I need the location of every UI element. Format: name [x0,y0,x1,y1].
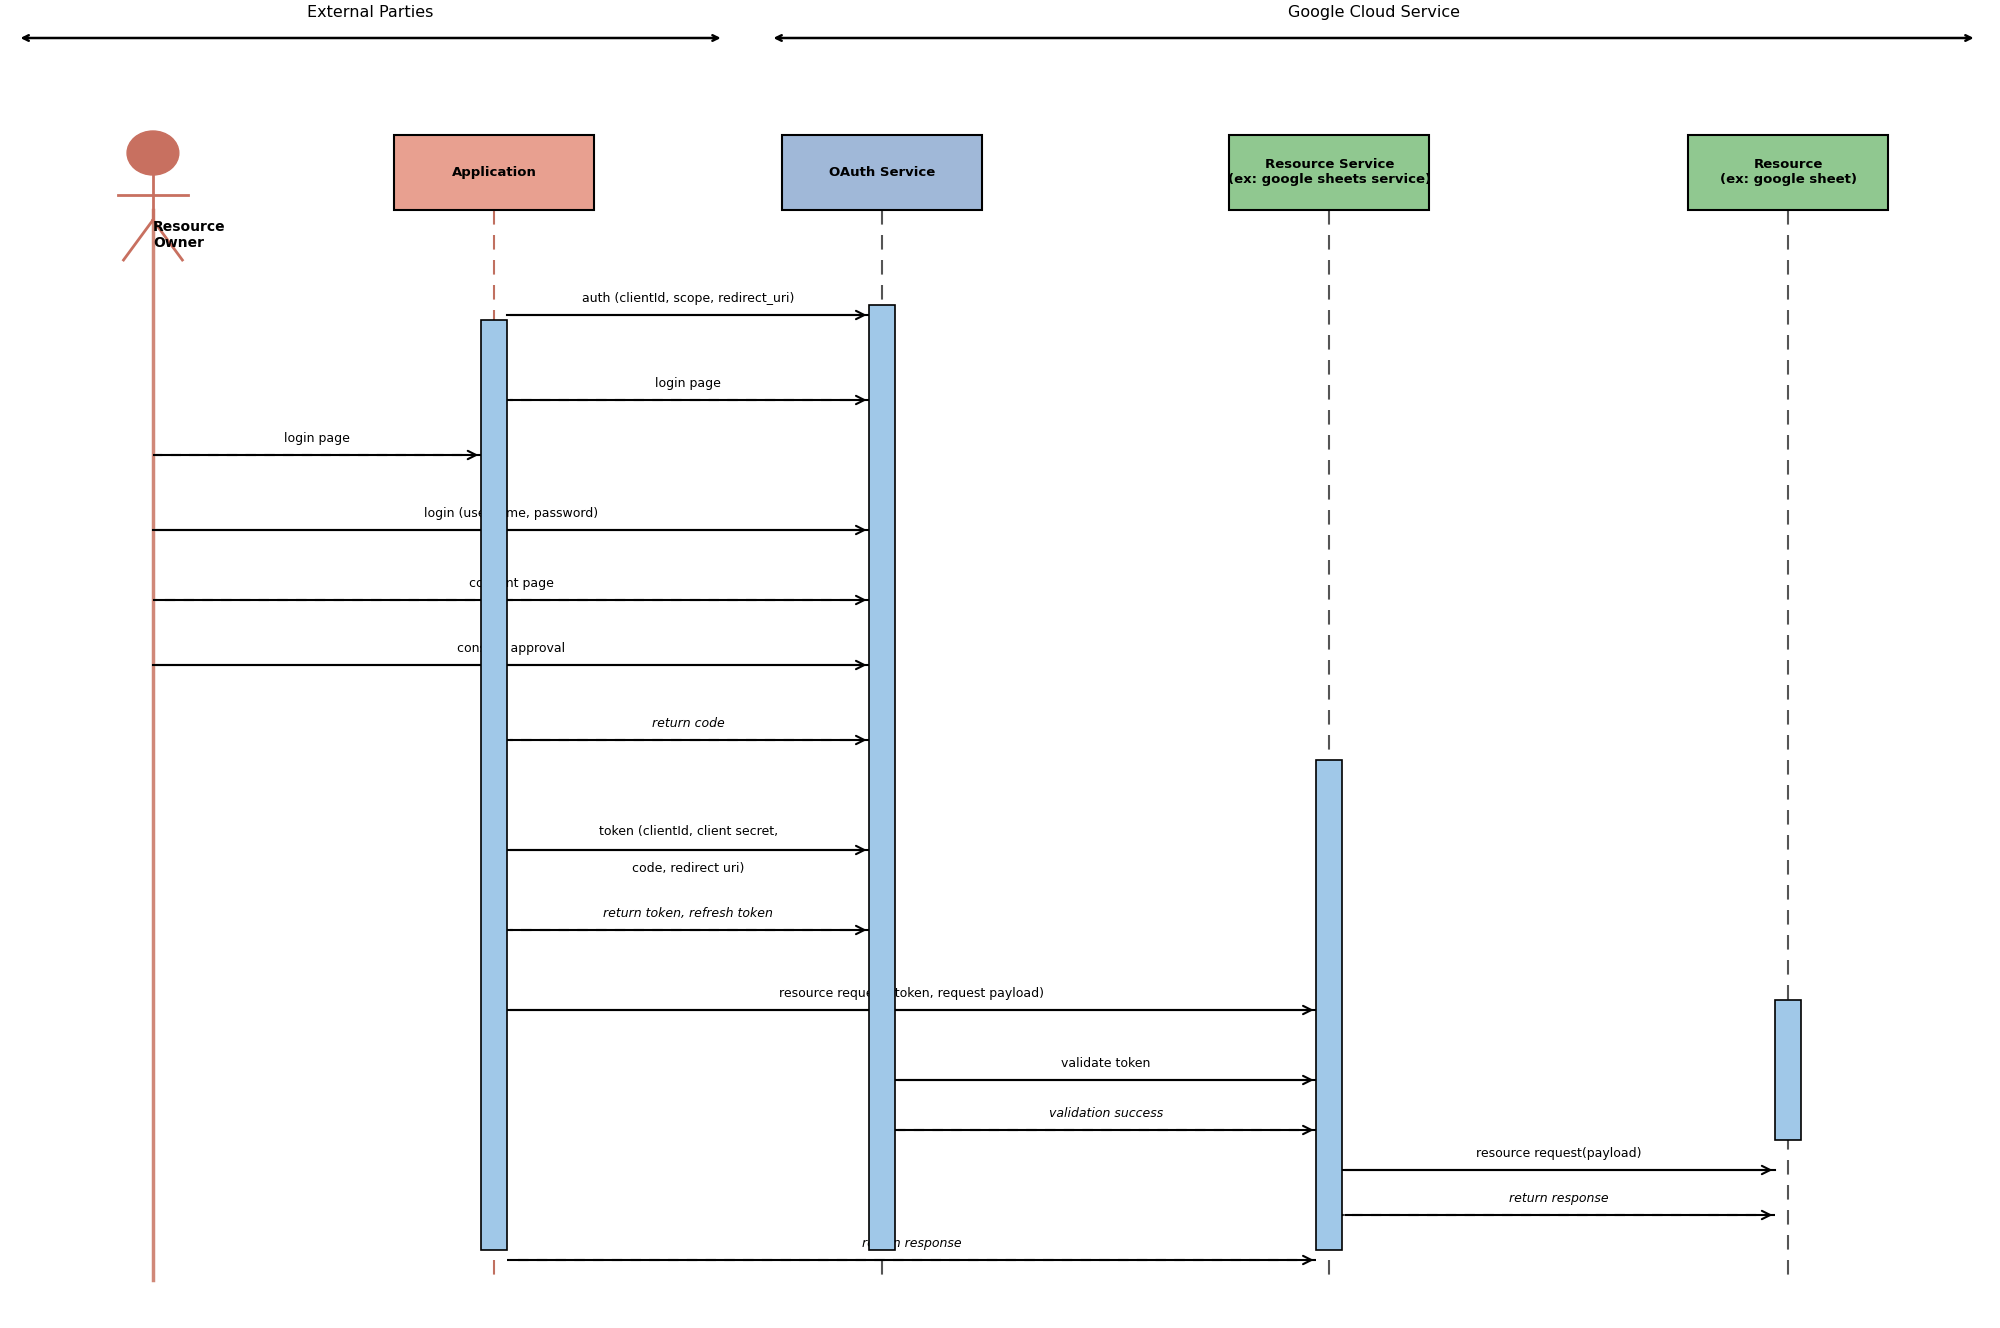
Bar [394,135,594,210]
Text: External Parties: External Parties [308,5,434,20]
Text: login (username, password): login (username, password) [424,507,598,521]
Bar [870,305,896,1250]
Text: Resource
(ex: google sheet): Resource (ex: google sheet) [1720,158,1856,186]
Text: return response: return response [862,1236,962,1250]
Text: code, redirect uri): code, redirect uri) [632,862,744,875]
Text: return response: return response [1510,1193,1608,1204]
Circle shape [128,131,178,175]
Text: Google Cloud Service: Google Cloud Service [1288,5,1460,20]
Text: return token, refresh token: return token, refresh token [604,907,774,920]
Text: validation success: validation success [1048,1108,1164,1120]
Text: Resource Service
(ex: google sheets service): Resource Service (ex: google sheets serv… [1228,158,1430,186]
Text: resource request!(token, request payload): resource request!(token, request payload… [780,987,1044,1000]
Text: auth (clientId, scope, redirect_uri): auth (clientId, scope, redirect_uri) [582,292,794,305]
Text: return code: return code [652,717,724,730]
Text: consent approval: consent approval [458,641,566,655]
Text: consent page: consent page [468,576,554,590]
Text: login page: login page [284,432,350,445]
Bar [1776,1000,1802,1139]
Bar [482,320,508,1250]
Text: OAuth Service: OAuth Service [830,166,936,179]
Bar [1688,135,1888,210]
Text: login page: login page [656,377,722,390]
Bar [1230,135,1430,210]
Text: resource request(payload): resource request(payload) [1476,1147,1642,1159]
Text: token (clientId, client secret,: token (clientId, client secret, [598,825,778,838]
Bar [1316,760,1342,1250]
Text: validate token: validate token [1062,1057,1150,1070]
Bar [782,135,982,210]
Text: Resource
Owner: Resource Owner [152,220,226,250]
Text: Application: Application [452,166,536,179]
